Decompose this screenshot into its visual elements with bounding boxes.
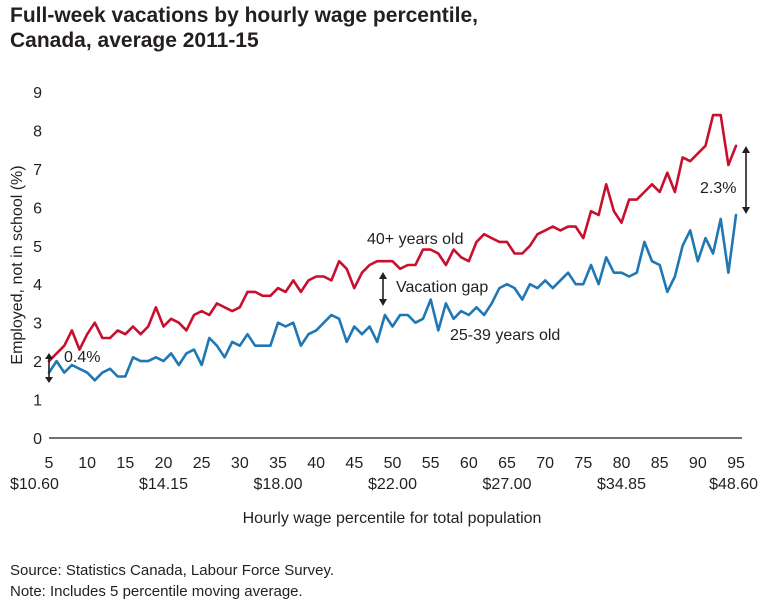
x-tick-label: 30 — [231, 455, 249, 472]
series-line-older — [47, 113, 738, 363]
chart-title-line2: Canada, average 2011-15 — [10, 29, 259, 52]
right-gap-label: 2.3% — [700, 180, 736, 197]
footnote: Note: Includes 5 percentile moving avera… — [10, 583, 303, 600]
y-tick-label: 5 — [33, 239, 42, 256]
wage-tick-label: $18.00 — [254, 476, 303, 493]
x-tick-label: 10 — [78, 455, 96, 472]
vacation-gap-label: Vacation gap — [396, 279, 488, 296]
x-tick-label: 60 — [460, 455, 478, 472]
older-series-label: 40+ years old — [367, 231, 464, 248]
left-gap-label: 0.4% — [64, 349, 100, 366]
x-tick-label: 85 — [651, 455, 669, 472]
y-tick-label: 4 — [33, 277, 42, 294]
y-axis-label: Employed, not in school (%) — [9, 165, 26, 364]
x-axis-ticks: 5 10 15 20 25 30 35 40 45 50 55 60 65 70 75 80 85 90 95 — [45, 455, 745, 472]
wage-tick-label: $14.15 — [139, 476, 188, 493]
wage-tick-label: $22.00 — [368, 476, 417, 493]
x-tick-label: 50 — [384, 455, 402, 472]
x-tick-label: 25 — [193, 455, 211, 472]
x-tick-label: 55 — [422, 455, 440, 472]
x-tick-label: 20 — [155, 455, 173, 472]
y-tick-label: 1 — [33, 393, 42, 410]
wage-tick-label: $34.85 — [597, 476, 646, 493]
x-tick-label: 95 — [727, 455, 745, 472]
y-tick-label: 2 — [33, 354, 42, 371]
y-tick-label: 7 — [33, 162, 42, 179]
x-tick-label: 40 — [307, 455, 325, 472]
y-tick-label: 6 — [33, 200, 42, 217]
x-axis-label: Hourly wage percentile for total populat… — [243, 510, 542, 527]
x-tick-label: 45 — [345, 455, 363, 472]
source-note: Source: Statistics Canada, Labour Force … — [10, 562, 334, 579]
y-tick-label: 8 — [33, 123, 42, 140]
wage-tick-label: $27.00 — [483, 476, 532, 493]
x-tick-label: 90 — [689, 455, 707, 472]
series-line-younger — [47, 213, 738, 382]
left-gap-arrow — [45, 353, 53, 383]
x-tick-label: 15 — [116, 455, 134, 472]
y-tick-label: 3 — [33, 316, 42, 333]
series-group — [47, 113, 738, 382]
x-tick-label: 5 — [45, 455, 54, 472]
wage-axis-ticks: $10.60 $14.15 $18.00 $22.00 $27.00 $34.85 $48.… — [10, 476, 758, 493]
y-axis-ticks: 0 1 2 3 4 5 6 7 8 9 — [33, 85, 42, 448]
y-tick-label: 9 — [33, 85, 42, 102]
x-tick-label: 80 — [613, 455, 631, 472]
younger-series-label: 25-39 years old — [450, 327, 560, 344]
chart-title-line1: Full-week vacations by hourly wage perce… — [10, 4, 478, 27]
x-tick-label: 35 — [269, 455, 287, 472]
wage-tick-label: $10.60 — [10, 476, 59, 493]
vacation-gap-arrow — [379, 272, 387, 306]
x-tick-label: 75 — [574, 455, 592, 472]
x-tick-label: 65 — [498, 455, 516, 472]
wage-tick-label: $48.60 — [709, 476, 758, 493]
x-tick-label: 70 — [536, 455, 554, 472]
y-tick-label: 0 — [33, 431, 42, 448]
right-gap-arrow — [742, 146, 750, 214]
